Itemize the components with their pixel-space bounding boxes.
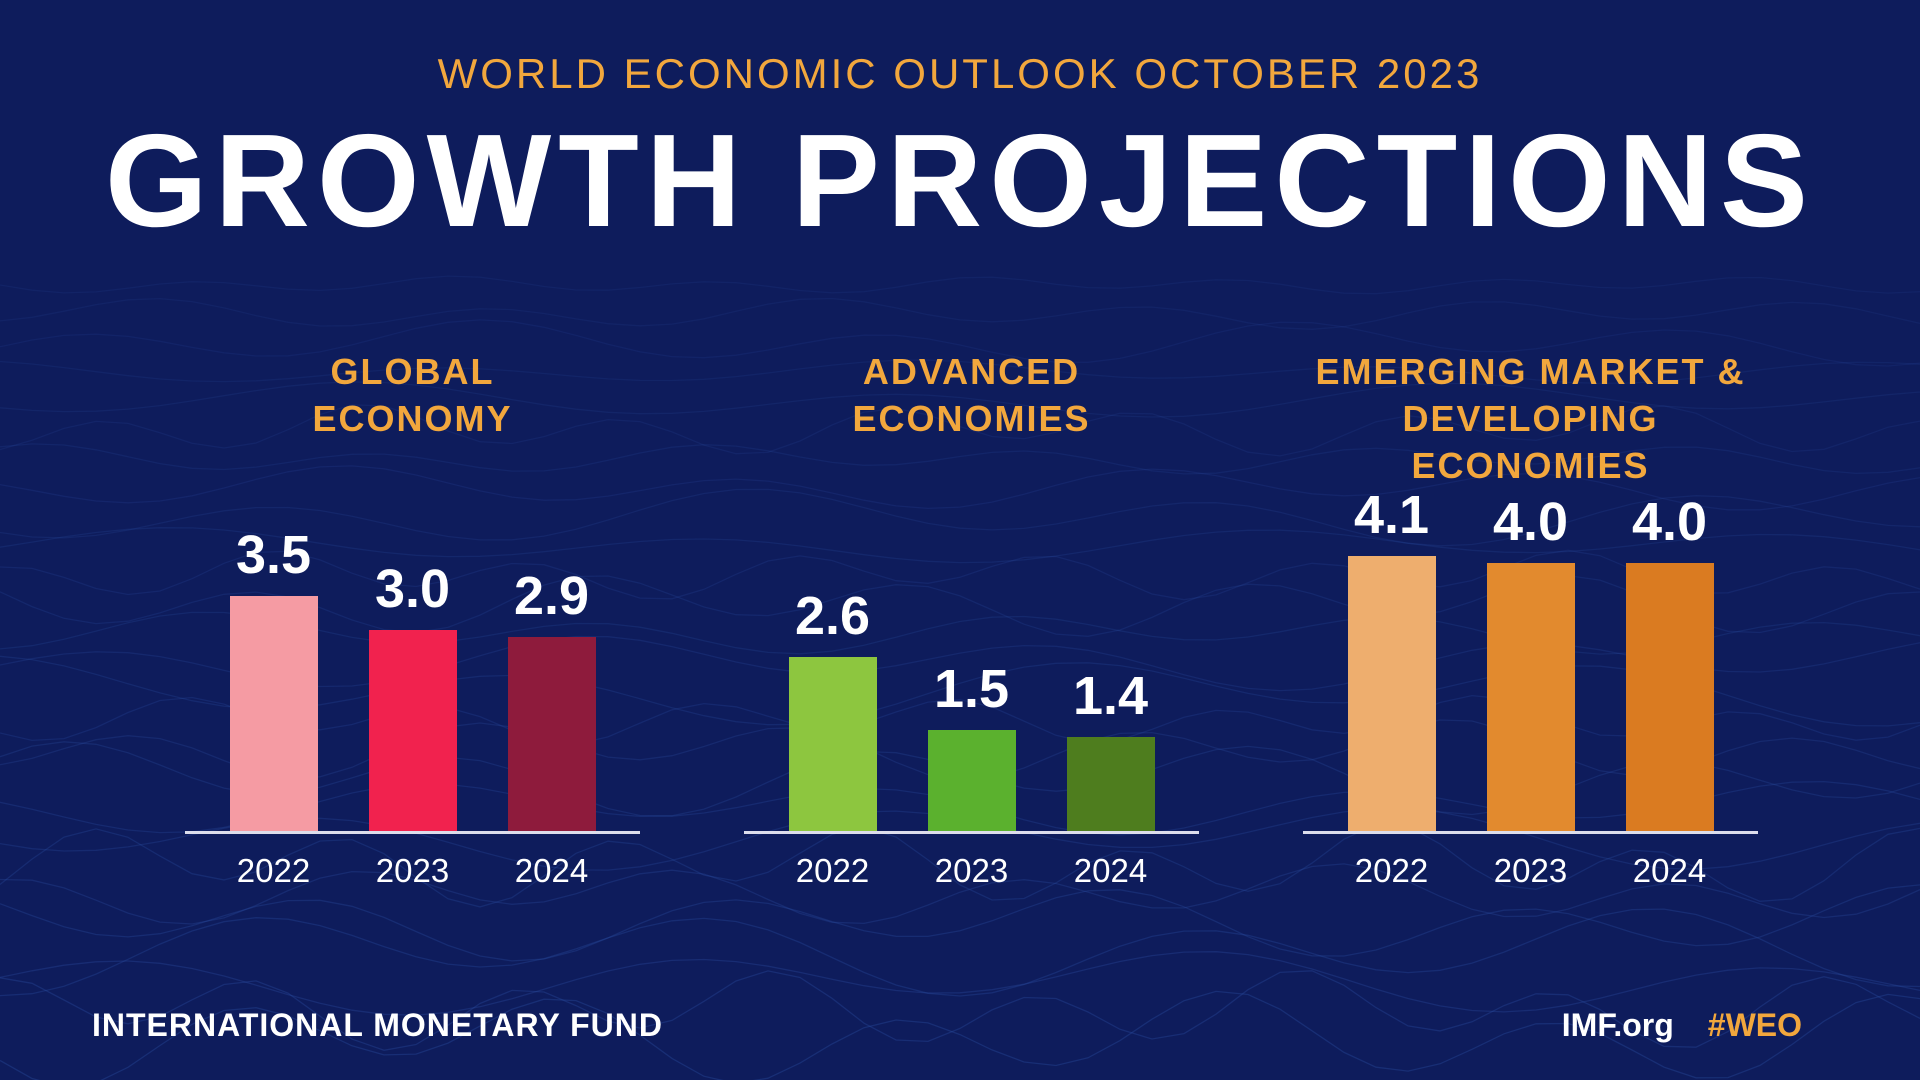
bar [507, 637, 596, 832]
bar-cell: 4.0 [1625, 491, 1714, 832]
x-axis-tick-label: 2023 [375, 852, 450, 890]
wireframe-line [0, 611, 1920, 655]
bar-cell: 1.5 [927, 658, 1016, 832]
x-axis-line [1303, 831, 1758, 835]
chart-group: ADVANCED ECONOMIES 2.6 1.5 1.4 2022 2023 2024 [744, 349, 1199, 890]
bar [1486, 563, 1575, 832]
bar [229, 596, 318, 832]
bar-cell: 2.6 [788, 585, 877, 832]
wireframe-line [0, 951, 1920, 1016]
footer-links: IMF.org #WEO [1562, 1007, 1802, 1044]
x-axis-line [185, 831, 640, 835]
bar-cell: 2.9 [507, 565, 596, 832]
imf-name-label: INTERNATIONAL MONETARY FUND [92, 1007, 663, 1043]
bar-value-label: 2.9 [513, 566, 590, 627]
x-axis-tick-label: 2022 [236, 852, 311, 890]
weo-hashtag: #WEO [1707, 1007, 1802, 1043]
page-title: GROWTH PROJECTIONS [104, 107, 1816, 254]
bar-value-label: 3.5 [235, 525, 312, 586]
wireframe-line [0, 908, 1920, 997]
bar-cell: 3.5 [229, 524, 318, 832]
x-axis-tick-label: 2024 [1632, 852, 1707, 890]
x-axis-labels: 2022 2023 2024 [744, 852, 1199, 890]
x-axis-tick-label: 2023 [934, 852, 1009, 890]
chart-group-title-line: ECONOMY [312, 397, 513, 439]
bars-row: 3.5 3.0 2.9 [185, 481, 640, 832]
chart-group: EMERGING MARKET & DEVELOPING ECONOMIES 4.1… [1303, 349, 1758, 890]
bar [1066, 737, 1155, 832]
bar-cell: 3.0 [368, 558, 457, 832]
bar-cell: 4.1 [1347, 484, 1436, 832]
bar [368, 630, 457, 832]
x-axis-tick-label: 2022 [795, 852, 870, 890]
bars-row: 2.6 1.5 1.4 [744, 481, 1199, 832]
charts-row: GLOBAL ECONOMY 3.5 3.0 2.9 2022 2023 2024 ADVANC… [185, 349, 1920, 890]
bar-value-label: 2.6 [794, 586, 871, 647]
wireframe-line [0, 404, 1920, 457]
chart-group-title: GLOBAL ECONOMY [185, 349, 640, 445]
wireframe-line [0, 694, 1920, 745]
header: WORLD ECONOMIC OUTLOOK OCTOBER 2023 GROW… [0, 0, 1920, 253]
bar-cell: 1.4 [1066, 665, 1155, 832]
chart-group-title-line: EMERGING MARKET & [1315, 351, 1746, 393]
chart-group-title-line: ADVANCED [862, 351, 1081, 393]
x-axis-tick-label: 2022 [1354, 852, 1429, 890]
bar-cell: 4.0 [1486, 491, 1575, 832]
bar-value-label: 3.0 [374, 559, 451, 620]
bar-value-label: 4.1 [1353, 485, 1430, 546]
wireframe-line [0, 488, 1920, 547]
wireframe-line [0, 465, 1920, 511]
bar-value-label: 4.0 [1492, 492, 1569, 553]
bar-value-label: 1.5 [933, 659, 1010, 720]
wireframe-line [0, 574, 1920, 637]
wireframe-line [0, 884, 1920, 962]
x-axis-line [744, 831, 1199, 835]
x-axis-tick-label: 2024 [1073, 852, 1148, 890]
bar [788, 657, 877, 832]
wireframe-line [0, 635, 1920, 692]
chart-group: GLOBAL ECONOMY 3.5 3.0 2.9 2022 2023 2024 [185, 349, 640, 890]
chart-group-title-line: GLOBAL [330, 351, 495, 393]
report-subtitle: WORLD ECONOMIC OUTLOOK OCTOBER 2023 [437, 50, 1483, 97]
chart-group-title-line: ECONOMIES [852, 397, 1091, 439]
wireframe-line [0, 297, 1920, 330]
chart-group-title: EMERGING MARKET & DEVELOPING ECONOMIES [1303, 349, 1758, 486]
wireframe-line [0, 443, 1920, 475]
bar-value-label: 1.4 [1072, 666, 1149, 727]
wireframe-line [0, 319, 1920, 367]
wireframe-line [0, 823, 1920, 908]
x-axis-labels: 2022 2023 2024 [1303, 852, 1758, 890]
x-axis-tick-label: 2023 [1493, 852, 1568, 890]
bar [1347, 556, 1436, 832]
wireframe-line [0, 990, 1920, 1080]
wireframe-line [0, 381, 1920, 418]
chart-group-title: ADVANCED ECONOMIES [744, 349, 1199, 445]
chart-group-title-line: DEVELOPING ECONOMIES [1402, 397, 1659, 486]
x-axis-tick-label: 2024 [514, 852, 589, 890]
bar [1625, 563, 1714, 832]
wireframe-line [0, 863, 1920, 925]
x-axis-labels: 2022 2023 2024 [185, 852, 640, 890]
footer: INTERNATIONAL MONETARY FUND IMF.org #WEO [92, 1007, 1802, 1044]
wireframe-line [0, 527, 1920, 564]
imf-org-link: IMF.org [1561, 1007, 1674, 1043]
bars-row: 4.1 4.0 4.0 [1303, 481, 1758, 832]
bar-value-label: 4.0 [1631, 492, 1708, 553]
wireframe-line [0, 359, 1920, 385]
wireframe-line [0, 275, 1920, 295]
wireframe-line [0, 970, 1920, 1051]
bar [927, 730, 1016, 832]
wireframe-line [0, 655, 1920, 727]
wireframe-line [0, 549, 1920, 601]
